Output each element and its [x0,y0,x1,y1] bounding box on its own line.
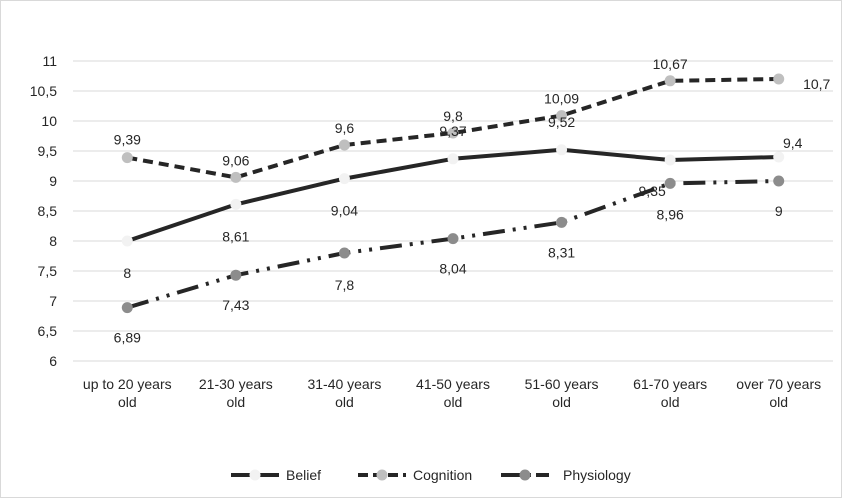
point-cognition [230,171,242,183]
x-tick-label: 51-60 years [525,376,599,392]
point-physiology [230,269,242,281]
y-tick-label: 7,5 [38,263,58,279]
data-label: 9,8 [443,108,463,124]
x-tick-label: 21-30 years [199,376,273,392]
x-tick-label: old [769,394,788,410]
data-label: 9,35 [639,183,666,199]
point-belief [556,144,568,156]
point-belief [447,153,459,165]
point-cognition [447,127,459,139]
point-cognition [121,152,133,164]
data-label: 6,89 [114,330,141,346]
y-tick-label: 9 [49,173,57,189]
point-belief [121,235,133,247]
data-labels: 8 8,61 9,04 9,37 9,52 9,35 9,4 9,39 9,06 9,6 9,8 10… [114,56,831,346]
data-label: 9,04 [331,203,358,219]
y-tick-label: 7 [49,293,57,309]
data-label: 8,04 [439,261,466,277]
point-physiology [773,175,785,187]
y-axis-ticks: 6 6,5 7 7,5 8 8,5 9 9,5 10 10,5 11 [30,53,57,369]
x-tick-label: old [335,394,354,410]
x-axis-ticks: up to 20 years old 21-30 years old 31-40 yea… [83,376,821,410]
point-physiology [664,177,676,189]
point-physiology [121,302,133,314]
x-tick-label: old [227,394,246,410]
x-tick-label: over 70 years [736,376,821,392]
data-label: 9,37 [439,123,466,139]
legend-label: Belief [286,467,321,483]
legend-swatch-marker [249,469,261,481]
data-label: 9,39 [114,132,141,148]
data-label: 9,06 [222,152,249,168]
y-tick-label: 10,5 [30,83,57,99]
data-label: 10,67 [653,56,688,72]
y-tick-label: 11 [42,53,57,69]
x-tick-label: 31-40 years [307,376,381,392]
point-physiology [338,247,350,259]
point-belief [773,151,785,163]
data-label: 7,43 [222,297,249,313]
x-tick-label: old [118,394,137,410]
data-label: 8,96 [657,206,684,222]
x-tick-label: old [661,394,680,410]
x-tick-label: old [444,394,463,410]
legend-label: Cognition [413,467,472,483]
x-tick-label: 41-50 years [416,376,490,392]
x-tick-label: up to 20 years [83,376,172,392]
data-label: 8,61 [222,228,249,244]
y-tick-label: 8 [49,233,57,249]
point-cognition [338,139,350,151]
series [121,73,785,314]
data-label: 10,09 [544,91,579,107]
point-cognition [664,75,676,87]
legend-swatch-marker [376,469,388,481]
point-belief [230,198,242,210]
data-label: 7,8 [335,277,355,293]
y-tick-label: 6 [49,353,57,369]
point-cognition [556,110,568,122]
point-physiology [447,233,459,245]
y-tick-label: 10 [41,113,57,129]
data-label: 9,6 [335,120,355,136]
data-label: 8 [123,265,131,281]
x-tick-label: old [552,394,571,410]
y-tick-label: 6,5 [38,323,58,339]
legend: Belief Cognition Physiology [231,467,631,483]
x-tick-label: 61-70 years [633,376,707,392]
point-physiology [556,216,568,228]
data-label: 10,7 [803,76,830,92]
legend-swatch-marker [519,469,531,481]
point-belief [338,173,350,185]
gridlines [73,60,833,362]
data-label: 9,4 [783,135,803,151]
data-label: 9 [775,203,783,219]
y-tick-label: 9,5 [38,143,58,159]
data-label: 8,31 [548,244,575,260]
y-tick-label: 8,5 [38,203,58,219]
point-cognition [773,73,785,85]
data-label: 9,52 [548,114,575,130]
point-belief [664,154,676,166]
legend-label: Physiology [563,467,631,483]
